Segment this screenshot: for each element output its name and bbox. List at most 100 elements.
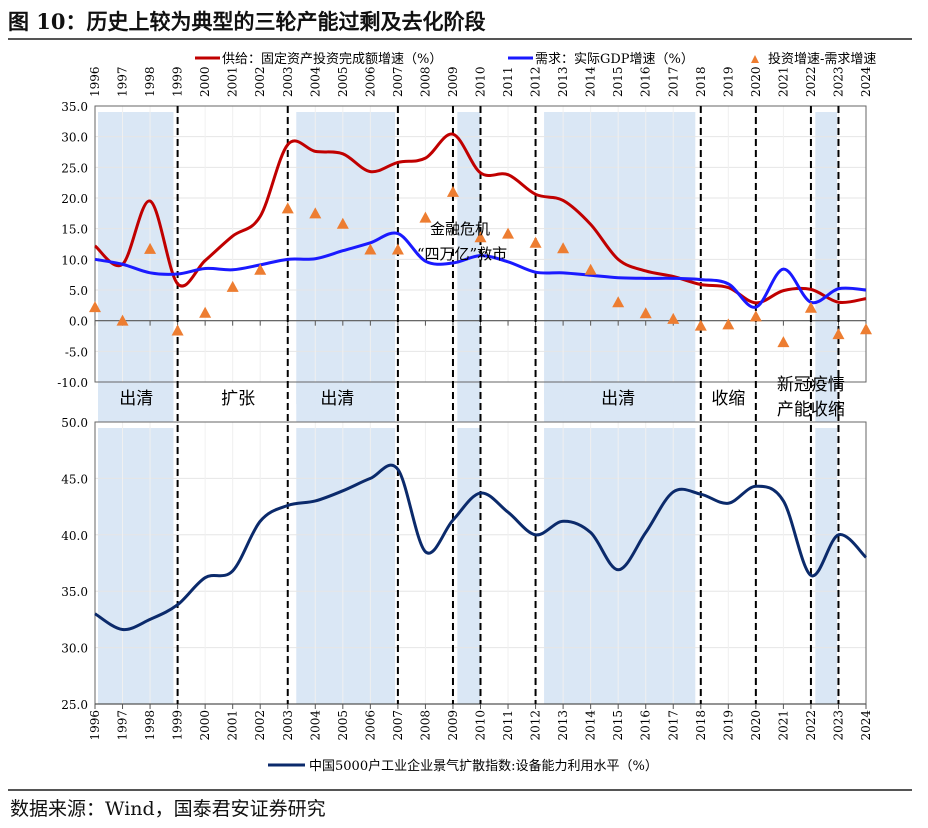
gap-marker bbox=[749, 310, 762, 322]
x-tick-label: 1999 bbox=[171, 710, 185, 741]
chart: 供给：固定资产投资完成额增速（%） 需求：实际GDP增速（%） 投资增速-需求增… bbox=[57, 51, 876, 774]
shaded-period bbox=[98, 382, 174, 422]
x-tick-label: 2020 bbox=[749, 710, 763, 741]
x-tick-label: 2024 bbox=[859, 710, 873, 741]
gap-marker bbox=[667, 312, 680, 324]
gap-marker bbox=[446, 185, 459, 197]
x-tick-label: 1997 bbox=[116, 710, 130, 741]
x-tick-label-top: 2003 bbox=[281, 66, 295, 97]
shaded-period bbox=[98, 428, 174, 704]
y-tick-label: 0.0 bbox=[69, 315, 88, 329]
y-tick-label: -10.0 bbox=[57, 376, 88, 390]
phase-label: 新冠疫情 bbox=[777, 375, 845, 395]
x-tick-label-top: 2004 bbox=[308, 66, 322, 97]
x-tick-label-top: 2008 bbox=[418, 66, 432, 97]
gap-marker bbox=[860, 323, 872, 335]
gap-marker bbox=[639, 307, 652, 319]
x-tick-label-top: 2022 bbox=[804, 66, 818, 97]
gap-marker bbox=[557, 242, 570, 254]
phase-label: 出清 bbox=[119, 389, 153, 409]
x-tick-label-top: 1998 bbox=[143, 66, 157, 97]
x-tick-label: 2015 bbox=[611, 710, 625, 741]
phase-label: 扩张 bbox=[221, 389, 255, 409]
annotation-stimulus: “四万亿”救市 bbox=[417, 245, 507, 263]
gap-marker bbox=[309, 207, 322, 219]
gap-marker bbox=[777, 336, 790, 348]
x-tick-label: 2007 bbox=[391, 710, 405, 741]
source-note: 数据来源：Wind，国泰君安证券研究 bbox=[10, 798, 326, 820]
legend-label-utilization: 中国5000户工业企业景气扩散指数:设备能力利用水平（%） bbox=[309, 758, 658, 774]
source-divider bbox=[8, 789, 912, 791]
x-tick-label: 2005 bbox=[336, 710, 350, 741]
gap-marker bbox=[419, 211, 432, 223]
y-tick-label: 45.0 bbox=[61, 472, 88, 486]
phase-label: 产能收缩 bbox=[777, 400, 845, 420]
utilization-line bbox=[94, 463, 868, 632]
x-tick-label: 2010 bbox=[474, 710, 488, 741]
x-tick-label-top: 2019 bbox=[721, 66, 735, 97]
gap-marker bbox=[89, 301, 101, 313]
gap-marker bbox=[612, 296, 625, 308]
x-tick-label: 2021 bbox=[776, 710, 790, 741]
y-tick-label: 20.0 bbox=[61, 192, 88, 206]
phase-label: 出清 bbox=[320, 389, 354, 409]
gap-marker bbox=[281, 202, 294, 214]
x-tick-label: 2008 bbox=[418, 710, 432, 741]
x-tick-label: 1998 bbox=[143, 710, 157, 741]
y-tick-label: 35.0 bbox=[61, 585, 88, 599]
x-tick-label-top: 2013 bbox=[556, 66, 570, 97]
gap-marker bbox=[722, 318, 735, 330]
x-tick-label-top: 2024 bbox=[859, 66, 873, 97]
x-tick-label-top: 1999 bbox=[171, 66, 185, 97]
shaded-period bbox=[815, 112, 838, 404]
x-tick-label: 2012 bbox=[529, 710, 543, 741]
gap-marker bbox=[804, 301, 817, 313]
x-tick-label-top: 2023 bbox=[831, 66, 845, 97]
legend-label-supply: 供给：固定资产投资完成额增速（%） bbox=[222, 51, 442, 67]
x-tick-label: 2000 bbox=[198, 710, 212, 741]
shaded-period bbox=[544, 112, 696, 404]
legend-bottom: 中国5000户工业企业景气扩散指数:设备能力利用水平（%） bbox=[268, 758, 658, 774]
shaded-period bbox=[296, 382, 396, 422]
x-tick-label: 2022 bbox=[804, 710, 818, 741]
gap-marker bbox=[199, 306, 212, 318]
y-tick-label: 15.0 bbox=[61, 223, 88, 237]
gap-marker bbox=[171, 324, 184, 336]
x-tick-label-top: 2020 bbox=[749, 66, 763, 97]
figure-title: 图 10：历史上较为典型的三轮产能过剩及去化阶段 bbox=[8, 9, 486, 34]
y-tick-label: 40.0 bbox=[61, 529, 88, 543]
x-tick-label: 2011 bbox=[501, 710, 515, 741]
gap-marker bbox=[502, 227, 515, 239]
gap-marker bbox=[254, 263, 267, 275]
x-tick-label-top: 1996 bbox=[88, 66, 102, 97]
gap-marker bbox=[694, 319, 707, 331]
x-tick-label-top: 2021 bbox=[776, 66, 790, 97]
x-tick-label-top: 2002 bbox=[253, 66, 267, 97]
x-tick-label-top: 2018 bbox=[694, 66, 708, 97]
gap-marker bbox=[226, 280, 239, 292]
x-tick-label-top: 2007 bbox=[391, 66, 405, 97]
gap-marker bbox=[474, 231, 487, 243]
gap-marker bbox=[584, 263, 597, 275]
x-tick-label: 2013 bbox=[556, 710, 570, 741]
x-tick-label: 2002 bbox=[253, 710, 267, 741]
x-tick-label-top: 2012 bbox=[529, 66, 543, 97]
phase-label: 收缩 bbox=[711, 389, 745, 409]
shaded-period bbox=[544, 428, 696, 704]
y-tick-label: 30.0 bbox=[61, 642, 88, 656]
gap-marker bbox=[832, 328, 845, 340]
gap-marker bbox=[336, 217, 349, 229]
shaded-period bbox=[457, 382, 481, 422]
gap-marker bbox=[529, 236, 542, 248]
shaded-period bbox=[98, 112, 174, 404]
gap-marker bbox=[116, 314, 129, 326]
annotation-financial-crisis: 金融危机 bbox=[430, 220, 490, 238]
y-tick-label: 5.0 bbox=[69, 284, 88, 298]
gap-marker bbox=[391, 243, 404, 255]
gap-marker bbox=[144, 242, 157, 254]
demand-line bbox=[94, 231, 867, 309]
shaded-period bbox=[815, 382, 838, 422]
x-tick-label: 2018 bbox=[694, 710, 708, 741]
shaded-period bbox=[457, 428, 481, 704]
